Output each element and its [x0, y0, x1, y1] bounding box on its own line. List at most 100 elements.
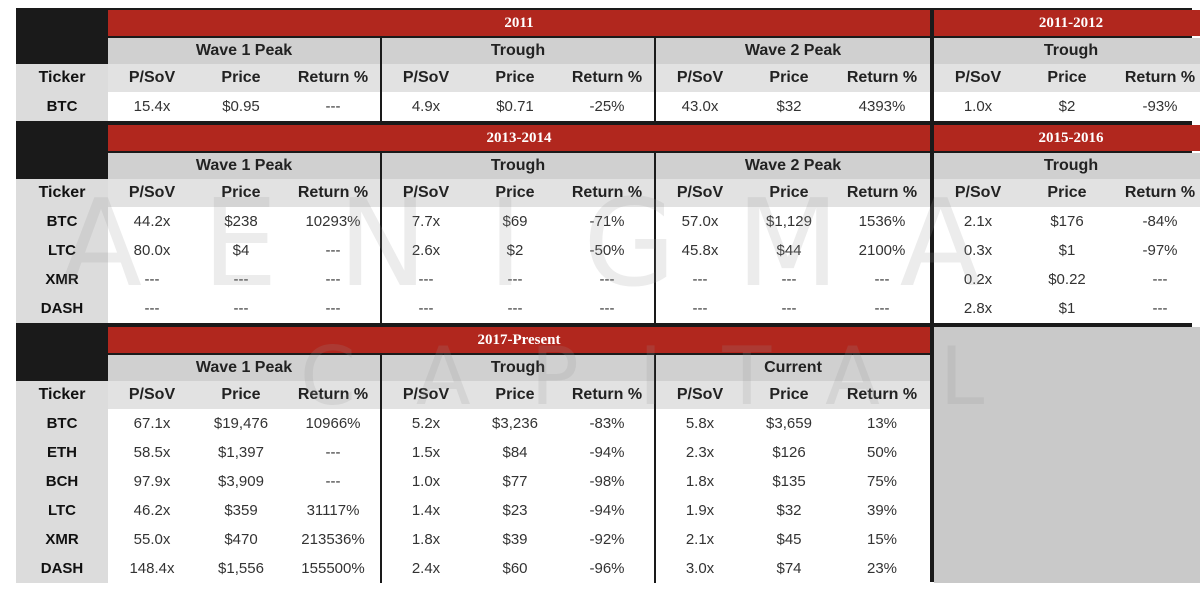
column-header: P/SoV	[656, 179, 744, 207]
group-header: Wave 1 Peak	[108, 38, 382, 64]
ticker-column-header: Ticker	[16, 64, 108, 92]
data-cell: $1,397	[196, 438, 286, 467]
data-cell: $45	[744, 525, 834, 554]
data-cell: $3,659	[744, 409, 834, 438]
data-cell: $3,236	[470, 409, 560, 438]
data-cell: $0.71	[470, 92, 560, 121]
data-cell: 7.7x	[382, 207, 470, 236]
column-header: P/SoV	[656, 381, 744, 409]
data-cell: $74	[744, 554, 834, 583]
column-header: P/SoV	[382, 381, 470, 409]
data-cell: 1.4x	[382, 496, 470, 525]
data-cell: ---	[286, 438, 382, 467]
data-cell: 2.1x	[934, 207, 1022, 236]
empty-panel	[934, 327, 1200, 583]
group-header: Wave 1 Peak	[108, 355, 382, 381]
data-cell: -98%	[560, 467, 656, 496]
data-cell: ---	[382, 265, 470, 294]
data-cell: $44	[744, 236, 834, 265]
data-cell: 1.0x	[934, 92, 1022, 121]
data-cell: ---	[286, 467, 382, 496]
data-cell: ---	[108, 294, 196, 323]
column-header: Return %	[834, 179, 930, 207]
ticker-cell: LTC	[16, 236, 108, 265]
ticker-cell: BTC	[16, 409, 108, 438]
data-cell: $0.22	[1022, 265, 1112, 294]
data-cell: $2	[470, 236, 560, 265]
data-cell: $32	[744, 496, 834, 525]
data-cell: ---	[560, 265, 656, 294]
data-cell: 45.8x	[656, 236, 744, 265]
ticker-cell: BTC	[16, 92, 108, 121]
ticker-cell: XMR	[16, 265, 108, 294]
column-header: Price	[470, 381, 560, 409]
column-header: P/SoV	[934, 64, 1022, 92]
data-cell: 155500%	[286, 554, 382, 583]
data-cell: 4.9x	[382, 92, 470, 121]
column-header: Price	[744, 179, 834, 207]
data-cell: -94%	[560, 438, 656, 467]
data-cell: ---	[560, 294, 656, 323]
data-cell: 10293%	[286, 207, 382, 236]
data-cell: $32	[744, 92, 834, 121]
data-cell: ---	[286, 92, 382, 121]
data-cell: 80.0x	[108, 236, 196, 265]
data-cell: $2	[1022, 92, 1112, 121]
column-header: Price	[1022, 179, 1112, 207]
data-cell: 2.3x	[656, 438, 744, 467]
data-cell: ---	[286, 265, 382, 294]
column-header: P/SoV	[108, 381, 196, 409]
data-cell: -83%	[560, 409, 656, 438]
data-cell: 148.4x	[108, 554, 196, 583]
data-cell: $126	[744, 438, 834, 467]
data-cell: -94%	[560, 496, 656, 525]
group-header: Trough	[934, 153, 1200, 179]
period-band: 2015-2016	[934, 125, 1200, 151]
data-cell: ---	[286, 294, 382, 323]
data-cell: $0.95	[196, 92, 286, 121]
column-header: Price	[470, 179, 560, 207]
data-cell: 4393%	[834, 92, 930, 121]
data-cell: 58.5x	[108, 438, 196, 467]
column-header: P/SoV	[382, 179, 470, 207]
column-header: Price	[196, 64, 286, 92]
data-cell: -84%	[1112, 207, 1200, 236]
data-cell: $39	[470, 525, 560, 554]
ticker-cell: XMR	[16, 525, 108, 554]
data-cell: ---	[744, 294, 834, 323]
data-cell: $3,909	[196, 467, 286, 496]
ticker-cell: ETH	[16, 438, 108, 467]
column-header: Return %	[286, 64, 382, 92]
ticker-column-header: Ticker	[16, 381, 108, 409]
data-cell: 44.2x	[108, 207, 196, 236]
data-cell: 1.8x	[656, 467, 744, 496]
data-cell: $1,129	[744, 207, 834, 236]
data-cell: ---	[196, 265, 286, 294]
data-cell: -97%	[1112, 236, 1200, 265]
column-header: Return %	[560, 179, 656, 207]
data-cell: $135	[744, 467, 834, 496]
column-header: Price	[744, 381, 834, 409]
ticker-cell: DASH	[16, 294, 108, 323]
data-cell: $23	[470, 496, 560, 525]
data-cell: 39%	[834, 496, 930, 525]
column-header: P/SoV	[656, 64, 744, 92]
data-cell: 1.5x	[382, 438, 470, 467]
data-cell: 43.0x	[656, 92, 744, 121]
column-header: Price	[1022, 64, 1112, 92]
column-header: Return %	[1112, 179, 1200, 207]
ticker-cell: LTC	[16, 496, 108, 525]
ticker-column-header: Ticker	[16, 179, 108, 207]
data-cell: 2.4x	[382, 554, 470, 583]
group-header: Trough	[382, 355, 656, 381]
data-cell: $60	[470, 554, 560, 583]
data-cell: -92%	[560, 525, 656, 554]
column-header: Return %	[834, 64, 930, 92]
column-header: Price	[744, 64, 834, 92]
column-header: Price	[470, 64, 560, 92]
data-cell: 10966%	[286, 409, 382, 438]
group-header: Current	[656, 355, 930, 381]
data-cell: 67.1x	[108, 409, 196, 438]
data-cell: ---	[656, 265, 744, 294]
data-cell: 55.0x	[108, 525, 196, 554]
